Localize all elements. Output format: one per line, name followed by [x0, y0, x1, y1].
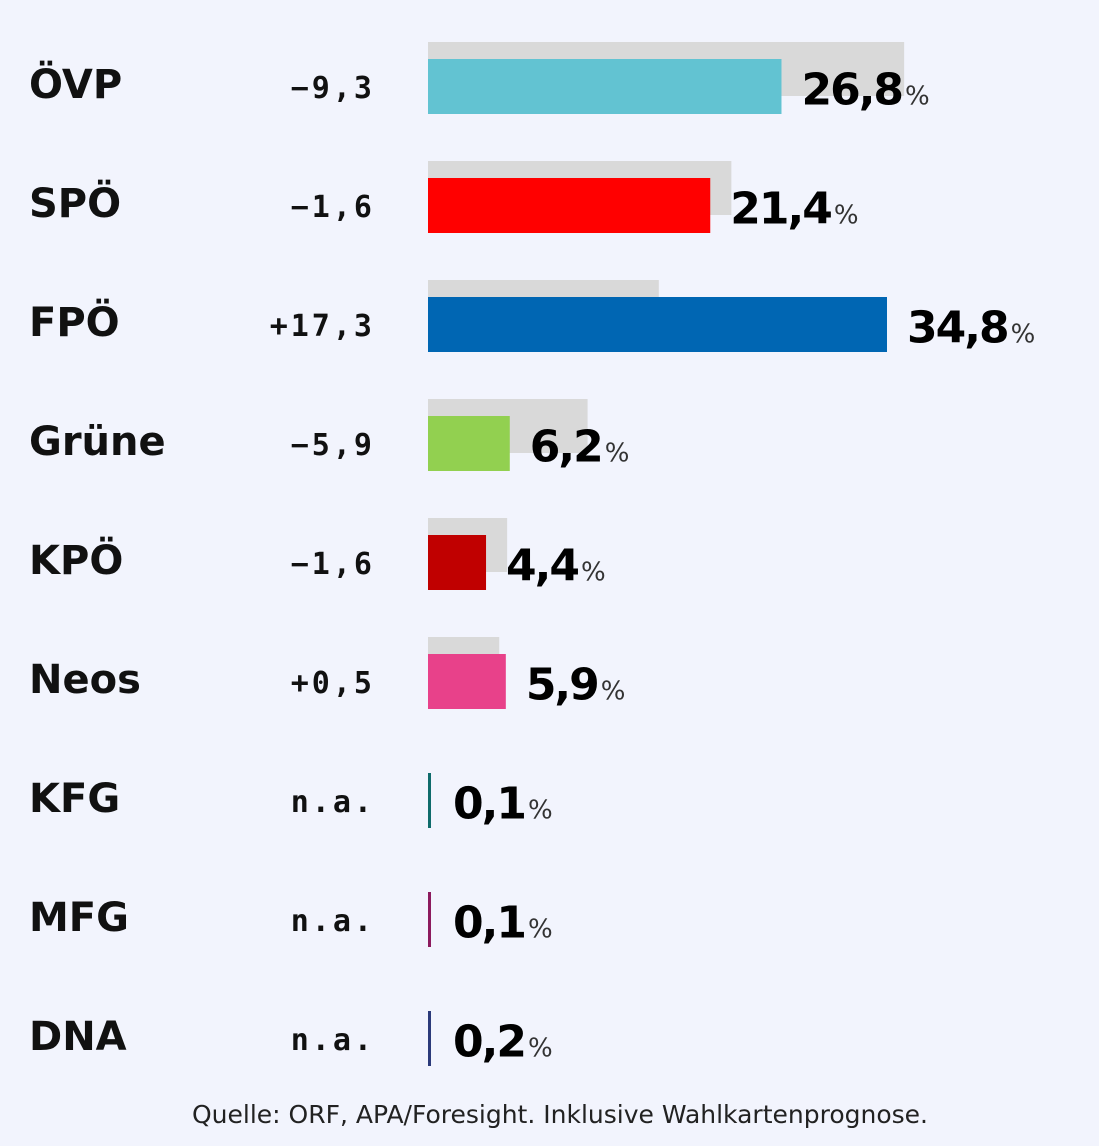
change-label: −1,6	[291, 190, 375, 225]
value-label: 5,9%	[526, 660, 626, 711]
party-row: FPÖ +17,3 34,8%	[29, 280, 1035, 354]
change-label: +17,3	[270, 309, 375, 344]
party-row: KFG n.a. 0,1%	[29, 773, 553, 830]
value-label: 4,4%	[506, 541, 606, 592]
value-label: 0,2%	[453, 1017, 553, 1068]
party-name-label: ÖVP	[29, 60, 122, 108]
party-name-label: MFG	[29, 895, 129, 941]
current-result-bar	[428, 297, 887, 352]
value-unit: %	[834, 201, 859, 231]
current-result-bar	[428, 59, 782, 114]
value-label: 6,2%	[530, 422, 630, 473]
party-name-label: DNA	[29, 1014, 127, 1060]
party-name-label: Grüne	[29, 419, 166, 465]
party-row: MFG n.a. 0,1%	[29, 892, 553, 949]
change-label: −9,3	[291, 71, 375, 106]
party-name-label: Neos	[29, 657, 141, 703]
value-number: 0,2	[453, 1017, 525, 1068]
value-unit: %	[905, 82, 930, 112]
change-label: +0,5	[291, 666, 375, 701]
party-name-label: KPÖ	[29, 536, 123, 584]
change-label: n.a.	[291, 1023, 375, 1058]
value-unit: %	[601, 677, 626, 707]
change-label: −5,9	[291, 428, 375, 463]
party-name-label: KFG	[29, 776, 120, 822]
value-number: 5,9	[526, 660, 598, 711]
value-unit: %	[528, 796, 553, 826]
value-number: 26,8	[801, 65, 902, 116]
chart-rows: ÖVP −9,3 26,8 %SPÖ −1,6 21,4 %FPÖ +17,3 34,8 %Grü…	[29, 42, 1035, 1068]
party-name-label: SPÖ	[29, 179, 121, 227]
party-row: Neos +0,5 5,9%	[29, 637, 625, 711]
value-unit: %	[528, 1034, 553, 1064]
value-number: 0,1	[453, 779, 525, 830]
party-row: ÖVP −9,3 26,8%	[29, 42, 930, 116]
change-label: n.a.	[291, 785, 375, 820]
value-label: 0,1%	[453, 898, 553, 949]
party-name-label: FPÖ	[29, 298, 120, 346]
value-unit: %	[1011, 320, 1036, 350]
current-result-bar	[428, 178, 711, 233]
value-number: 34,8	[907, 303, 1008, 354]
value-unit: %	[528, 915, 553, 945]
value-label: 0,1%	[453, 779, 553, 830]
value-unit: %	[581, 558, 606, 588]
current-result-bar	[428, 535, 487, 590]
value-label: 26,8%	[801, 65, 929, 116]
current-result-bar	[428, 654, 506, 709]
value-number: 6,2	[530, 422, 602, 473]
current-result-bar	[428, 416, 510, 471]
change-label: −1,6	[291, 547, 375, 582]
current-result-bar	[428, 1011, 431, 1066]
party-row: KPÖ −1,6 4,4%	[29, 518, 606, 592]
value-label: 21,4%	[730, 184, 858, 235]
source-note: Quelle: ORF, APA/Foresight. Inklusive Wa…	[192, 1100, 928, 1129]
value-number: 0,1	[453, 898, 525, 949]
value-label: 34,8%	[907, 303, 1035, 354]
value-unit: %	[605, 439, 630, 469]
party-row: DNA n.a. 0,2%	[29, 1011, 553, 1068]
change-label: n.a.	[291, 904, 375, 939]
party-row: SPÖ −1,6 21,4%	[29, 161, 859, 235]
current-result-bar	[428, 773, 431, 828]
party-row: Grüne −5,9 6,2%	[29, 399, 629, 473]
value-number: 4,4	[506, 541, 578, 592]
current-result-bar	[428, 892, 431, 947]
value-number: 21,4	[730, 184, 831, 235]
